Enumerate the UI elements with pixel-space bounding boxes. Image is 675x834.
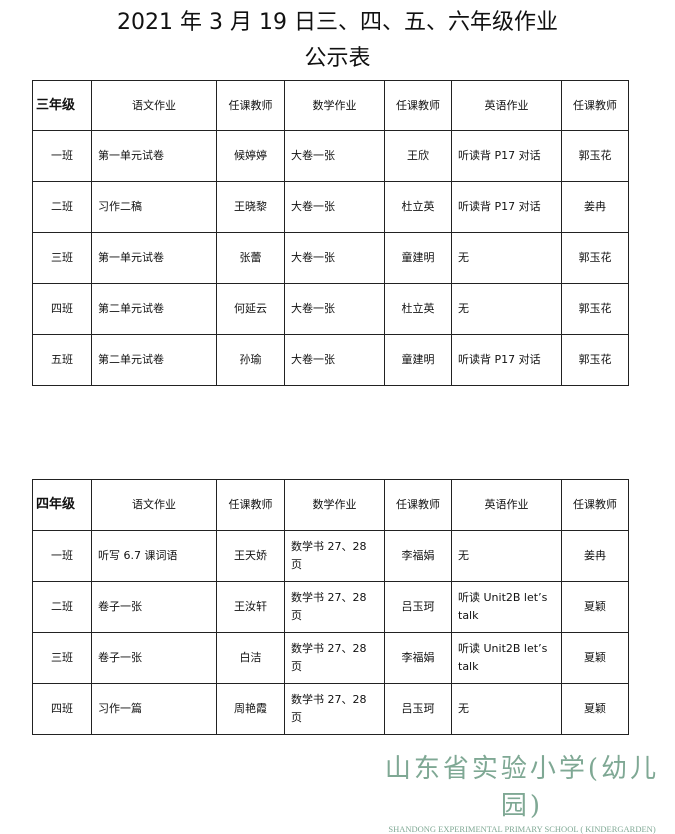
grade3-table: 三年级 语文作业 任课教师 数学作业 任课教师 英语作业 任课教师 一班 第一单元试卷 候婷婷 大卷… [32, 80, 629, 386]
grade-label: 三年级 [32, 80, 92, 131]
column-header: 任课教师 [216, 80, 285, 131]
class-label: 一班 [32, 530, 92, 582]
table-cell: 无 [451, 283, 562, 335]
column-header: 语文作业 [91, 80, 217, 131]
table-cell: 王天娇 [216, 530, 285, 582]
class-label: 四班 [32, 283, 92, 335]
table-cell: 王汝轩 [216, 581, 285, 633]
grade-label: 四年级 [32, 479, 92, 531]
column-header: 语文作业 [91, 479, 217, 531]
table-cell: 王晓黎 [216, 181, 285, 233]
table-cell: 孙瑜 [216, 334, 285, 386]
table-cell: 第二单元试卷 [91, 334, 217, 386]
table-row: 一班 听写 6.7 课词语 王天娇 数学书 27、28 页李福娟无姜冉 [32, 530, 629, 582]
class-label: 五班 [32, 334, 92, 386]
table-cell: 无 [451, 232, 562, 284]
table-cell: 习作一篇 [91, 683, 217, 735]
table-cell: 吕玉珂 [384, 581, 452, 633]
table-cell: 听读 Unit2B let’s talk [451, 632, 562, 684]
table-cell: 听读背 P17 对话 [451, 334, 562, 386]
table-cell: 候婷婷 [216, 130, 285, 182]
table-cell: 第一单元试卷 [91, 232, 217, 284]
table-cell: 数学书 27、28 页 [284, 581, 385, 633]
table-cell: 童建明 [384, 334, 452, 386]
school-logo: 山东省实验小学(幼儿园) SHANDONG EXPERIMENTAL PRIMA… [372, 748, 672, 834]
table-cell: 吕玉珂 [384, 683, 452, 735]
table-cell: 数学书 27、28 页 [284, 530, 385, 582]
table-cell: 夏颖 [561, 632, 629, 684]
table-cell: 无 [451, 683, 562, 735]
table-cell: 听读背 P17 对话 [451, 130, 562, 182]
table-cell: 听写 6.7 课词语 [91, 530, 217, 582]
table-cell: 郭玉花 [561, 283, 629, 335]
table-cell: 卷子一张 [91, 632, 217, 684]
table-cell: 大卷一张 [284, 130, 385, 182]
page-subtitle: 公示表 [304, 46, 371, 71]
page-title: 2021 年 3 月 19 日三、四、五、六年级作业 [117, 10, 558, 35]
table-row: 三班 卷子一张 白洁 数学书 27、28 页李福娟 听读 Unit2B let’s ta… [32, 632, 629, 684]
class-label: 二班 [32, 181, 92, 233]
table-cell: 数学书 27、28 页 [284, 683, 385, 735]
class-label: 三班 [32, 632, 92, 684]
table-cell: 童建明 [384, 232, 452, 284]
table-row: 二班 卷子一张 王汝轩 数学书 27、28 页吕玉珂 听读 Unit2B let’s t… [32, 581, 629, 633]
class-label: 四班 [32, 683, 92, 735]
table-cell: 大卷一张 [284, 181, 385, 233]
table-cell: 姜冉 [561, 181, 629, 233]
table-cell: 大卷一张 [284, 283, 385, 335]
column-header: 任课教师 [561, 479, 629, 531]
table-cell: 无 [451, 530, 562, 582]
table-row: 一班 第一单元试卷 候婷婷 大卷一张 王欣 听读背 P17 对话 郭玉花 [32, 130, 629, 182]
column-header: 英语作业 [451, 80, 562, 131]
table-row: 四班 习作一篇 周艳霞 数学书 27、28 页吕玉珂无夏颖 [32, 683, 629, 735]
column-header: 数学作业 [284, 479, 385, 531]
table-cell: 习作二稿 [91, 181, 217, 233]
logo-en: SHANDONG EXPERIMENTAL PRIMARY SCHOOL ( K… [388, 824, 656, 834]
column-header: 数学作业 [284, 80, 385, 131]
column-header: 任课教师 [384, 479, 452, 531]
table-cell: 白洁 [216, 632, 285, 684]
table-cell: 大卷一张 [284, 232, 385, 284]
table-cell: 李福娟 [384, 632, 452, 684]
header-row: 三年级 语文作业 任课教师 数学作业 任课教师 英语作业 任课教师 [32, 80, 629, 131]
table-cell: 听读 Unit2B let’s talk [451, 581, 562, 633]
table-row: 五班 第二单元试卷 孙瑜 大卷一张 童建明 听读背 P17 对话 郭玉花 [32, 334, 629, 386]
logo-cn: 山东省实验小学(幼儿园) [384, 754, 660, 821]
table-cell: 夏颖 [561, 683, 629, 735]
table-cell: 数学书 27、28 页 [284, 632, 385, 684]
class-label: 一班 [32, 130, 92, 182]
grade4-table: 四年级 语文作业 任课教师 数学作业 任课教师 英语作业 任课教师 一班 听写 6.7 课词语王… [32, 479, 629, 735]
column-header: 英语作业 [451, 479, 562, 531]
column-header: 任课教师 [216, 479, 285, 531]
table-cell: 郭玉花 [561, 130, 629, 182]
table-row: 二班 习作二稿 王晓黎 大卷一张 杜立英 听读背 P17 对话 姜冉 [32, 181, 629, 233]
table-cell: 郭玉花 [561, 232, 629, 284]
table-row: 三班 第一单元试卷 张蕾 大卷一张 童建明无郭玉花 [32, 232, 629, 284]
column-header: 任课教师 [561, 80, 629, 131]
table-cell: 王欣 [384, 130, 452, 182]
table-cell: 听读背 P17 对话 [451, 181, 562, 233]
table-cell: 郭玉花 [561, 334, 629, 386]
table-cell: 第二单元试卷 [91, 283, 217, 335]
class-label: 二班 [32, 581, 92, 633]
class-label: 三班 [32, 232, 92, 284]
table-cell: 杜立英 [384, 283, 452, 335]
table-cell: 周艳霞 [216, 683, 285, 735]
table-row: 四班 第二单元试卷 何延云 大卷一张 杜立英无郭玉花 [32, 283, 629, 335]
table-cell: 李福娟 [384, 530, 452, 582]
column-header: 任课教师 [384, 80, 452, 131]
table-cell: 第一单元试卷 [91, 130, 217, 182]
table-cell: 杜立英 [384, 181, 452, 233]
header-row: 四年级 语文作业 任课教师 数学作业 任课教师 英语作业 任课教师 [32, 479, 629, 531]
table-cell: 张蕾 [216, 232, 285, 284]
table-cell: 卷子一张 [91, 581, 217, 633]
table-cell: 何延云 [216, 283, 285, 335]
table-cell: 姜冉 [561, 530, 629, 582]
table-cell: 夏颖 [561, 581, 629, 633]
table-cell: 大卷一张 [284, 334, 385, 386]
